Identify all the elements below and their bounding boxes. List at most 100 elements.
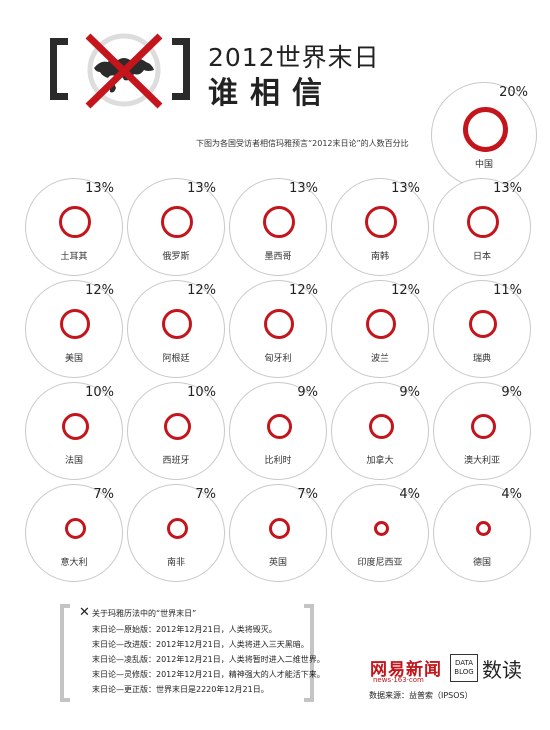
percent-label: 4% [399, 487, 420, 502]
percent-label: 12% [289, 283, 318, 298]
percent-label: 7% [93, 487, 114, 502]
country-card: 12% 匈牙利 [229, 280, 327, 378]
country-name: 美国 [64, 354, 83, 364]
left-bracket [50, 38, 68, 100]
right-bracket [172, 38, 190, 100]
country-name: 墨西哥 [264, 252, 292, 262]
country-card: 13% 俄罗斯 [127, 178, 225, 276]
country-name: 南非 [166, 558, 185, 568]
country-card: 7% 英国 [229, 484, 327, 582]
percent-label: 10% [85, 385, 114, 400]
value-ring [463, 107, 508, 152]
country-name: 比利时 [264, 456, 292, 466]
percent-label: 7% [297, 487, 318, 502]
percent-label: 4% [501, 487, 522, 502]
country-card: 10% 西班牙 [127, 382, 225, 480]
country-name: 英国 [268, 558, 287, 568]
country-name: 中国 [474, 160, 493, 170]
chart-subtitle: 下图为各国受访者相信玛雅预言“2012末日论”的人数百分比 [196, 139, 409, 148]
notes-box: ✕ 关于玛雅历法中的“世界末日” 末日论—原始版：2012年12月21日，人类将… [60, 604, 325, 706]
value-ring [60, 309, 90, 339]
country-card: 12% 美国 [25, 280, 123, 378]
country-card: 4% 德国 [433, 484, 531, 582]
value-ring [162, 309, 192, 339]
percent-label: 13% [289, 181, 318, 196]
country-name: 俄罗斯 [162, 252, 190, 262]
country-card: 7% 意大利 [25, 484, 123, 582]
country-card: 9% 比利时 [229, 382, 327, 480]
notes-line: 末日论—改进版：2012年12月21日，人类将进入三天黑暗。 [92, 640, 309, 649]
netease-news-url: news·163·com [373, 676, 424, 684]
value-ring [65, 518, 86, 539]
value-ring [167, 518, 188, 539]
country-card: 13% 日本 [433, 178, 531, 276]
country-card: 10% 法国 [25, 382, 123, 480]
page-title-second-line: 谁相信 [208, 76, 334, 111]
percent-label: 12% [187, 283, 216, 298]
percent-label: 11% [493, 283, 522, 298]
country-card: 9% 加拿大 [331, 382, 429, 480]
country-name: 波兰 [370, 354, 389, 364]
country-name: 日本 [472, 252, 491, 262]
value-ring [476, 521, 491, 536]
value-ring [269, 518, 290, 539]
country-card: 13% 土耳其 [25, 178, 123, 276]
percent-label: 10% [187, 385, 216, 400]
percent-label: 12% [85, 283, 114, 298]
x-mark-icon: ✕ [79, 605, 90, 620]
value-ring [365, 206, 397, 238]
country-card: 12% 阿根廷 [127, 280, 225, 378]
value-ring [62, 413, 89, 440]
percent-label: 13% [493, 181, 522, 196]
country-name: 西班牙 [162, 456, 190, 466]
country-card: 13% 墨西哥 [229, 178, 327, 276]
country-card: 4% 印度尼西亚 [331, 484, 429, 582]
notes-line: 末日论—凌乱版：2012年12月21日，人类将暂时进入二维世界。 [92, 655, 325, 664]
value-ring [374, 521, 389, 536]
value-ring [467, 206, 499, 238]
value-ring [161, 206, 193, 238]
notes-line: 末日论—原始版：2012年12月21日，人类将毁灭。 [92, 625, 277, 634]
datablog-logo-text: 数读 [482, 658, 522, 682]
notes-line: 末日论—灵修版：2012年12月21日，精神强大的人才能活下来。 [92, 670, 325, 679]
netease-news-logo: 网易新闻 [370, 660, 442, 680]
value-ring [164, 413, 191, 440]
percent-label: 9% [399, 385, 420, 400]
country-card: 9% 澳大利亚 [433, 382, 531, 480]
notes-line: 末日论—更正版：世界末日是2220年12月21日。 [92, 685, 269, 694]
value-ring [267, 414, 292, 439]
percent-label: 12% [391, 283, 420, 298]
value-ring [471, 414, 496, 439]
country-name: 法国 [64, 456, 83, 466]
page-title: 2012世界末日 [208, 43, 380, 72]
value-ring [469, 310, 497, 338]
value-ring [366, 309, 396, 339]
value-ring [369, 414, 394, 439]
globe-crossed-icon [80, 28, 168, 112]
value-ring [264, 309, 294, 339]
country-name: 意大利 [60, 558, 88, 568]
value-ring [59, 206, 91, 238]
country-card: 12% 波兰 [331, 280, 429, 378]
country-card: 20% 中国 [431, 82, 537, 188]
country-name: 澳大利亚 [463, 456, 500, 466]
notes-heading: 关于玛雅历法中的“世界末日” [92, 609, 197, 618]
country-card: 13% 南韩 [331, 178, 429, 276]
notes-right-bracket [304, 604, 314, 702]
country-name: 印度尼西亚 [357, 558, 403, 568]
percent-label: 13% [85, 181, 114, 196]
country-name: 匈牙利 [264, 354, 292, 364]
country-name: 南韩 [370, 252, 389, 262]
datablog-logo-box: DATA BLOG [450, 654, 478, 682]
percent-label: 20% [499, 85, 528, 100]
value-ring [263, 206, 295, 238]
percent-label: 9% [297, 385, 318, 400]
country-name: 加拿大 [366, 456, 394, 466]
notes-left-bracket [60, 604, 70, 702]
country-name: 德国 [472, 558, 491, 568]
country-name: 瑞典 [472, 354, 491, 364]
data-source: 数据来源：益普索（IPSOS） [369, 691, 473, 700]
country-card: 11% 瑞典 [433, 280, 531, 378]
percent-label: 9% [501, 385, 522, 400]
country-card: 7% 南非 [127, 484, 225, 582]
